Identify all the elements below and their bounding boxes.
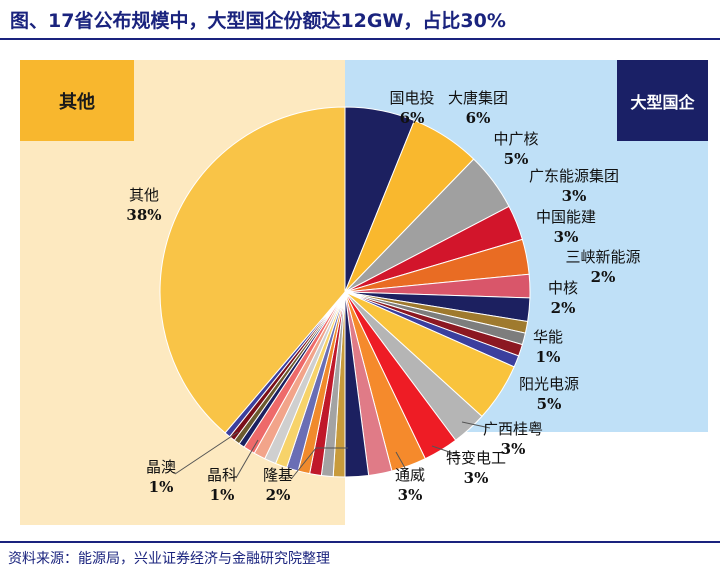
slice-label: 特变电工 (446, 449, 506, 467)
slice-percent: 2% (591, 268, 616, 286)
slice-label: 大唐集团 (448, 89, 508, 107)
slice-percent: 2% (551, 299, 576, 317)
slice-percent: 3% (562, 187, 587, 205)
slice-label: 广东能源集团 (529, 167, 619, 185)
slice-percent: 5% (537, 395, 562, 413)
leader-line (431, 445, 459, 456)
slice-label: 阳光电源 (519, 375, 579, 393)
slice-label: 国电投 (389, 89, 434, 107)
slice-label: 中核 (548, 279, 578, 297)
slice-percent: 1% (536, 348, 561, 366)
slice-percent: 38% (126, 206, 161, 224)
slice-percent: 3% (398, 486, 423, 504)
slice-percent: 6% (400, 109, 425, 127)
slice-label: 中国能建 (536, 208, 596, 226)
slice-percent: 1% (149, 478, 174, 496)
slice-label: 其他 (129, 186, 159, 204)
slice-percent: 1% (210, 486, 235, 504)
leader-line (291, 447, 348, 479)
slice-percent: 2% (266, 486, 291, 504)
slice-label: 隆基 (263, 466, 293, 484)
slice-label: 三峡新能源 (565, 248, 640, 266)
slice-percent: 6% (466, 109, 491, 127)
slice-label: 中广核 (493, 130, 538, 148)
leader-line (174, 431, 239, 475)
leader-line (461, 421, 491, 429)
slice-label: 晶科 (207, 466, 237, 484)
leader-line (235, 439, 259, 479)
leader-line (395, 451, 406, 469)
slice-percent: 3% (464, 469, 489, 487)
source-note: 资料来源：能源局，兴业证券经济与金融研究院整理 (8, 551, 330, 567)
slice-label: 华能 (533, 328, 563, 346)
pie-slice-30 (159, 106, 346, 434)
slice-label: 广西桂粤 (483, 420, 543, 438)
page-title: 图、17省公布规模中，大型国企份额达12GW，占比30% (10, 10, 506, 32)
slice-label: 通威 (395, 466, 425, 484)
title-rule (0, 38, 720, 40)
soe-group-label: 大型国企 (617, 60, 708, 141)
other-group-label: 其他 (20, 60, 134, 141)
slice-percent: 3% (554, 228, 579, 246)
slice-label: 晶澳 (146, 458, 176, 476)
slice-percent: 5% (504, 150, 529, 168)
slice-percent: 3% (501, 440, 526, 458)
footer-rule (0, 541, 720, 543)
